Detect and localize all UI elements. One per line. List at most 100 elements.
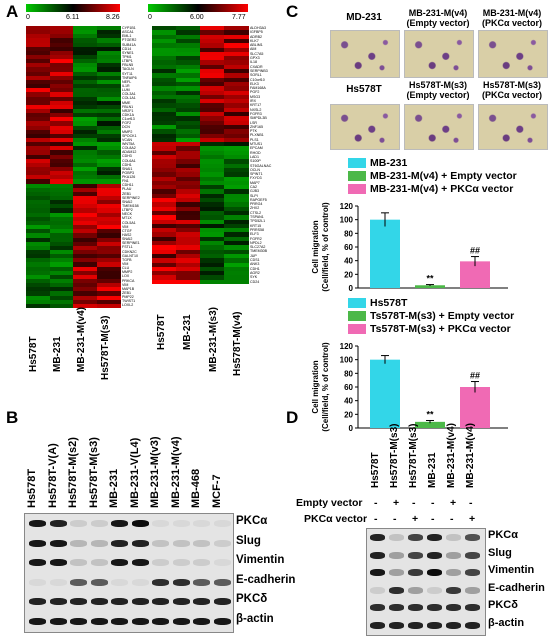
treatment-sign: - bbox=[374, 497, 378, 509]
heatmap-cell bbox=[73, 233, 97, 238]
heatmap-cell bbox=[200, 64, 225, 70]
gene-label: PRKCA bbox=[122, 278, 135, 283]
heatmap-cell bbox=[176, 241, 201, 246]
heatmap-cell bbox=[200, 77, 225, 83]
blot-band bbox=[131, 598, 149, 605]
heatmap-cell bbox=[200, 193, 225, 199]
heatmap-cell bbox=[152, 116, 177, 122]
heatmap-cell bbox=[224, 90, 249, 96]
heatmap-cell bbox=[26, 249, 50, 255]
heatmap-cell bbox=[224, 124, 249, 130]
bar bbox=[370, 359, 400, 428]
heatmap-cell bbox=[49, 241, 74, 247]
heatmap-cell bbox=[176, 30, 201, 36]
blot-band bbox=[172, 520, 190, 527]
heatmap-cell bbox=[152, 176, 177, 182]
photo-title: MB-231-M(v4) (PKCα vector) bbox=[481, 8, 543, 28]
heatmap-cell bbox=[200, 26, 225, 31]
heatmap-cell bbox=[224, 103, 249, 109]
heatmap-cell bbox=[224, 116, 249, 122]
heatmap-cell bbox=[49, 137, 74, 143]
gene-label: CDH1 bbox=[250, 266, 260, 271]
heatmap-cell bbox=[224, 155, 249, 160]
heatmap-cell bbox=[73, 88, 97, 93]
panel-b-blot bbox=[24, 513, 234, 633]
heatmap-cell bbox=[224, 258, 249, 263]
heatmap-cell bbox=[200, 107, 225, 113]
heatmap-cell bbox=[176, 219, 201, 225]
left-color-scale bbox=[26, 4, 120, 12]
blot-band bbox=[111, 598, 128, 605]
heatmap-cell bbox=[73, 117, 97, 122]
gene-label: VIM bbox=[122, 262, 129, 267]
heatmap-cell bbox=[73, 200, 97, 205]
gene-label: ZEB1 bbox=[122, 291, 131, 295]
left-scale-min: 0 bbox=[26, 14, 30, 21]
heatmap-cell bbox=[73, 42, 97, 48]
gene-label: CYP1B1 bbox=[122, 26, 136, 30]
heatmap-cell bbox=[26, 274, 50, 280]
heatmap-cell bbox=[73, 137, 97, 143]
heatmap-cell bbox=[26, 208, 50, 214]
gene-label: ZHX2 bbox=[250, 206, 260, 211]
heatmap-cell bbox=[96, 187, 121, 193]
heatmap-cell bbox=[200, 258, 225, 263]
gene-label: SYT11 bbox=[122, 71, 133, 76]
heatmap-cell bbox=[224, 275, 249, 281]
gene-label: ALDH3A3 bbox=[250, 26, 266, 30]
heatmap-cell bbox=[49, 146, 74, 151]
heatmap-cell bbox=[176, 142, 201, 147]
protein-label: Vimentin bbox=[488, 564, 535, 576]
significance-mark: ## bbox=[470, 371, 480, 381]
y-tick-label: 40 bbox=[344, 397, 353, 406]
legend-swatch bbox=[348, 184, 366, 194]
heatmap-cell bbox=[200, 219, 225, 225]
heatmap-cell bbox=[49, 121, 74, 127]
heatmap-cell bbox=[26, 92, 50, 97]
heatmap-cell bbox=[152, 137, 177, 143]
protein-label: PKCα bbox=[488, 529, 518, 541]
heatmap-cell bbox=[96, 287, 121, 292]
heatmap-cell bbox=[73, 299, 97, 305]
heatmap-cell bbox=[224, 206, 249, 212]
heatmap-cell bbox=[96, 117, 121, 122]
gene-label: HAS2 bbox=[122, 233, 132, 238]
gene-label: PTK bbox=[250, 129, 257, 134]
heatmap-cell bbox=[96, 183, 121, 189]
heatmap-cell bbox=[73, 46, 97, 52]
protein-label: Vimentin bbox=[236, 554, 285, 566]
heatmap-cell bbox=[49, 162, 74, 168]
gene-label: RAPGEF5 bbox=[250, 197, 267, 202]
heatmap-cell bbox=[200, 172, 225, 177]
heatmap-cell bbox=[73, 229, 97, 234]
heatmap-cell bbox=[26, 158, 50, 164]
gene-label: EPCAM bbox=[250, 146, 263, 151]
heatmap-cell bbox=[49, 113, 74, 118]
heatmap-cell bbox=[96, 30, 121, 35]
gene-label: KLK7 bbox=[250, 38, 259, 43]
heatmap-cell bbox=[152, 232, 177, 238]
heatmap-cell bbox=[49, 229, 74, 234]
heatmap-cell bbox=[73, 278, 97, 284]
blot-band bbox=[389, 551, 404, 559]
heatmap-cell bbox=[49, 100, 74, 106]
heatmap-cell bbox=[96, 154, 121, 160]
blot-band bbox=[131, 520, 149, 527]
heatmap-cell bbox=[152, 202, 177, 208]
legend-label: Ts578T-M(s3) + PKCα vector bbox=[370, 323, 511, 335]
lane-label: MB-231-M(v4) bbox=[169, 436, 182, 508]
heatmap-cell bbox=[176, 271, 201, 276]
heatmap-cell bbox=[96, 266, 121, 272]
migration-photo bbox=[404, 30, 474, 78]
treatment-sign: + bbox=[469, 513, 476, 525]
heatmap-cell bbox=[200, 81, 225, 87]
heatmap-cell bbox=[96, 229, 121, 234]
heatmap-cell bbox=[152, 107, 177, 113]
gene-label: CTGF bbox=[122, 228, 132, 233]
blot-band bbox=[152, 617, 169, 625]
blot-band bbox=[465, 534, 480, 541]
heatmap-cell bbox=[73, 204, 97, 209]
heatmap-cell bbox=[224, 163, 249, 169]
gene-label: CDH1 bbox=[122, 162, 132, 167]
heatmap-cell bbox=[152, 94, 177, 100]
